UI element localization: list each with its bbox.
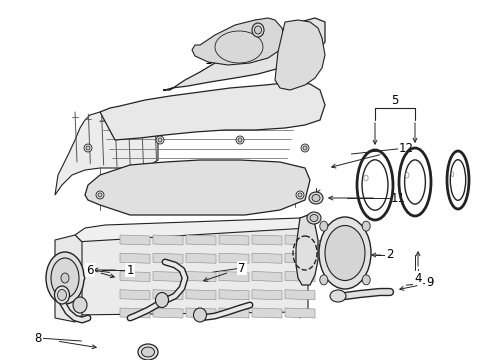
Text: 3: 3 <box>341 231 348 244</box>
Text: 6: 6 <box>86 264 94 276</box>
Text: 10: 10 <box>204 54 219 67</box>
Ellipse shape <box>238 138 242 142</box>
Polygon shape <box>219 235 248 245</box>
Ellipse shape <box>309 215 317 221</box>
Polygon shape <box>219 271 248 282</box>
Ellipse shape <box>254 26 261 34</box>
Polygon shape <box>153 253 183 263</box>
Polygon shape <box>251 235 282 245</box>
Polygon shape <box>120 308 150 318</box>
Polygon shape <box>153 290 183 300</box>
Ellipse shape <box>193 308 206 322</box>
Polygon shape <box>251 271 282 282</box>
Text: 4: 4 <box>413 271 421 284</box>
Ellipse shape <box>98 193 102 197</box>
Polygon shape <box>185 253 216 263</box>
Ellipse shape <box>156 136 163 144</box>
Polygon shape <box>75 228 307 318</box>
Ellipse shape <box>329 290 346 302</box>
Ellipse shape <box>155 292 168 307</box>
Polygon shape <box>285 235 314 245</box>
Polygon shape <box>295 215 317 285</box>
Ellipse shape <box>301 144 308 152</box>
Ellipse shape <box>362 221 369 231</box>
Ellipse shape <box>303 146 306 150</box>
Ellipse shape <box>141 347 154 357</box>
Text: 7: 7 <box>238 261 245 274</box>
Text: 2: 2 <box>386 248 393 261</box>
Polygon shape <box>163 18 325 90</box>
Polygon shape <box>120 271 150 282</box>
Polygon shape <box>285 271 314 282</box>
Ellipse shape <box>308 192 323 204</box>
Ellipse shape <box>319 275 327 285</box>
Polygon shape <box>285 290 314 300</box>
Polygon shape <box>120 290 150 300</box>
Ellipse shape <box>297 193 302 197</box>
Ellipse shape <box>318 217 370 289</box>
Ellipse shape <box>295 191 304 199</box>
Polygon shape <box>85 160 309 215</box>
Polygon shape <box>274 20 325 90</box>
Polygon shape <box>120 235 150 245</box>
Text: 8: 8 <box>34 332 41 345</box>
Ellipse shape <box>96 191 104 199</box>
Ellipse shape <box>362 275 369 285</box>
Polygon shape <box>120 253 150 263</box>
Ellipse shape <box>51 258 79 298</box>
Polygon shape <box>219 253 248 263</box>
Ellipse shape <box>306 212 320 224</box>
Polygon shape <box>75 218 307 245</box>
Text: 12: 12 <box>398 141 413 154</box>
Ellipse shape <box>138 344 158 360</box>
Polygon shape <box>219 308 248 318</box>
Ellipse shape <box>73 297 87 313</box>
Polygon shape <box>153 271 183 282</box>
Polygon shape <box>185 308 216 318</box>
Polygon shape <box>185 235 216 245</box>
Ellipse shape <box>158 138 162 142</box>
Polygon shape <box>251 253 282 263</box>
Polygon shape <box>219 290 248 300</box>
Polygon shape <box>185 271 216 282</box>
Ellipse shape <box>319 221 327 231</box>
Polygon shape <box>55 235 82 322</box>
Ellipse shape <box>86 146 90 150</box>
Ellipse shape <box>58 289 66 301</box>
Polygon shape <box>285 253 314 263</box>
Polygon shape <box>251 308 282 318</box>
Polygon shape <box>153 235 183 245</box>
Polygon shape <box>251 290 282 300</box>
Ellipse shape <box>61 273 69 283</box>
Ellipse shape <box>325 225 364 280</box>
Polygon shape <box>55 106 158 195</box>
Polygon shape <box>185 290 216 300</box>
Ellipse shape <box>236 136 244 144</box>
Ellipse shape <box>84 144 92 152</box>
Text: 1: 1 <box>126 264 134 276</box>
Polygon shape <box>285 308 314 318</box>
Ellipse shape <box>54 286 69 304</box>
Text: 5: 5 <box>390 94 398 107</box>
Ellipse shape <box>251 23 264 37</box>
Polygon shape <box>192 18 285 65</box>
Text: 9: 9 <box>426 276 433 289</box>
Ellipse shape <box>46 252 84 304</box>
Polygon shape <box>100 82 325 140</box>
Polygon shape <box>153 308 183 318</box>
Text: 11: 11 <box>390 192 405 204</box>
Ellipse shape <box>311 194 319 202</box>
